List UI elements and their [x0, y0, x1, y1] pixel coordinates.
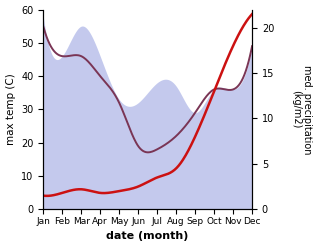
Y-axis label: max temp (C): max temp (C) [5, 74, 16, 145]
Y-axis label: med. precipitation
(kg/m2): med. precipitation (kg/m2) [291, 65, 313, 154]
X-axis label: date (month): date (month) [107, 231, 189, 242]
